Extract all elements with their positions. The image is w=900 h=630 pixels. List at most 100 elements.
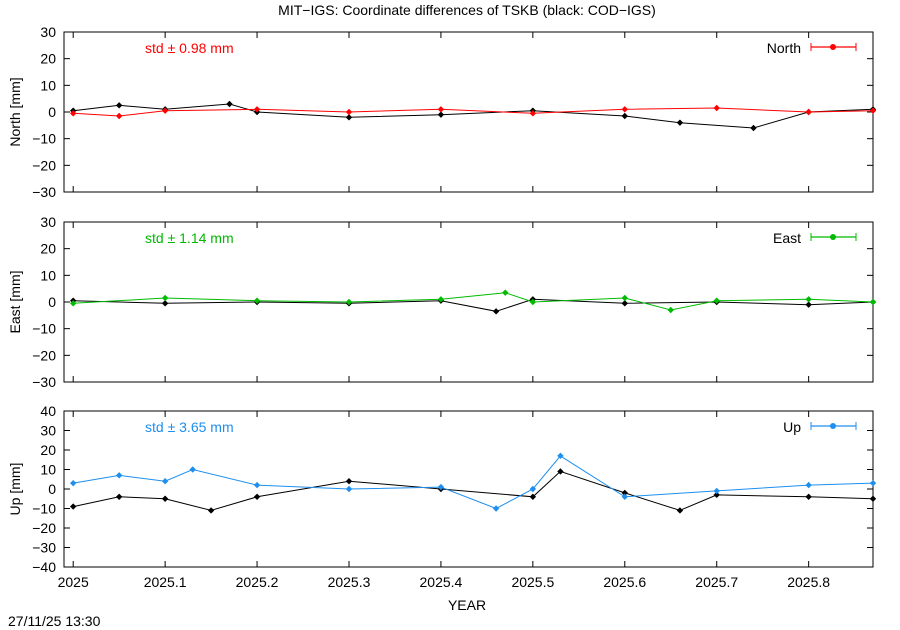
y-axis-label: Up [mm]: [7, 463, 23, 516]
data-point: [253, 297, 261, 304]
data-point: [345, 108, 353, 116]
data-point: [502, 289, 509, 296]
data-point: [750, 124, 757, 132]
data-point: [676, 119, 684, 126]
timestamp: 27/11/25 13:30: [8, 613, 101, 629]
data-point: [345, 478, 353, 485]
data-point: [805, 108, 812, 116]
y-tick-label: 20: [40, 241, 56, 257]
data-point: [115, 102, 123, 109]
y-tick-label: −40: [32, 559, 56, 575]
data-point: [667, 306, 674, 314]
series-line: [73, 103, 874, 129]
data-point: [713, 491, 720, 499]
legend-marker: [830, 234, 836, 240]
legend-label: East: [773, 230, 801, 246]
y-tick-label: −30: [32, 540, 56, 556]
x-tick-label: 2025.8: [787, 574, 830, 590]
data-point: [161, 478, 169, 485]
legend-label: North: [767, 40, 801, 56]
data-point: [345, 114, 353, 121]
x-tick-label: 2025.5: [511, 574, 554, 590]
legend-label: Up: [783, 419, 801, 435]
y-tick-label: 0: [48, 104, 56, 120]
data-point: [869, 298, 877, 306]
y-tick-label: 0: [48, 294, 56, 310]
panel-east: 30 20 10 0 −10 −20 −30 East [mm] std ± 1.14 mm Ea…: [7, 214, 877, 390]
data-point: [437, 296, 445, 303]
x-tick-label: 2025.2: [236, 574, 279, 590]
x-tick-label: 2025.1: [144, 574, 187, 590]
legend-marker: [830, 44, 836, 50]
y-tick-label: 30: [40, 423, 56, 439]
data-point: [115, 472, 123, 479]
data-point: [69, 503, 77, 510]
data-point: [226, 100, 233, 108]
data-point: [161, 495, 169, 502]
data-point: [437, 111, 445, 118]
series-black: [69, 468, 877, 514]
series-line: [73, 107, 874, 117]
data-point: [805, 301, 812, 308]
data-point: [621, 300, 628, 307]
std-text: std ± 0.98 mm: [145, 40, 234, 56]
y-tick-label: −20: [32, 520, 56, 536]
std-text: std ± 3.65 mm: [145, 419, 234, 435]
y-tick-label: −10: [32, 131, 56, 147]
data-point: [529, 493, 537, 500]
series-up: [69, 452, 877, 512]
y-tick-label: 30: [40, 24, 56, 40]
legend-marker: [830, 423, 836, 429]
y-tick-label: 20: [40, 442, 56, 458]
x-tick-label: 2025.6: [603, 574, 646, 590]
data-point: [115, 112, 123, 120]
series-line: [73, 292, 874, 311]
x-tick-label: 2025: [58, 574, 89, 590]
data-point: [557, 452, 564, 460]
y-tick-label: 10: [40, 267, 56, 283]
y-tick-label: 0: [48, 481, 56, 497]
plot-frame: [63, 31, 874, 193]
plot-frame: [63, 221, 874, 383]
y-tick-label: −20: [32, 347, 56, 363]
series-line: [73, 298, 874, 312]
panels: 30 20 10 0 −10 −20 −30 North [mm] std ± 0.98 mm N…: [7, 24, 877, 590]
panel-north: 30 20 10 0 −10 −20 −30 North [mm] std ± 0.98 mm N…: [7, 24, 877, 200]
data-point: [676, 507, 684, 514]
y-tick-label: −10: [32, 321, 56, 337]
data-point: [69, 300, 77, 307]
data-point: [621, 294, 628, 302]
y-tick-label: 10: [40, 462, 56, 478]
y-axis-label: East [mm]: [7, 270, 23, 333]
series-line: [73, 455, 874, 510]
data-point: [437, 483, 445, 491]
y-tick-label: −20: [32, 157, 56, 173]
data-point: [713, 104, 720, 112]
data-point: [161, 294, 169, 302]
chart-title: MIT−IGS: Coordinate differences of TSKB …: [278, 2, 656, 18]
y-tick-label: 30: [40, 214, 56, 230]
data-point: [713, 487, 720, 495]
data-point: [207, 507, 215, 514]
data-point: [253, 481, 261, 489]
data-point: [869, 495, 877, 502]
data-point: [253, 106, 261, 113]
data-point: [253, 493, 261, 500]
data-point: [161, 300, 169, 307]
data-point: [557, 468, 564, 475]
x-axis-label: YEAR: [448, 597, 486, 613]
y-axis-label: North [mm]: [7, 77, 23, 146]
y-tick-label: −30: [32, 374, 56, 390]
y-tick-label: −10: [32, 501, 56, 517]
data-point: [69, 479, 77, 487]
data-point: [805, 493, 812, 500]
series-line: [73, 470, 874, 511]
data-point: [529, 485, 537, 493]
data-point: [621, 489, 628, 497]
data-point: [869, 107, 877, 114]
series-east: [69, 289, 877, 314]
data-point: [621, 106, 628, 113]
y-tick-label: 20: [40, 51, 56, 67]
data-point: [492, 505, 500, 512]
